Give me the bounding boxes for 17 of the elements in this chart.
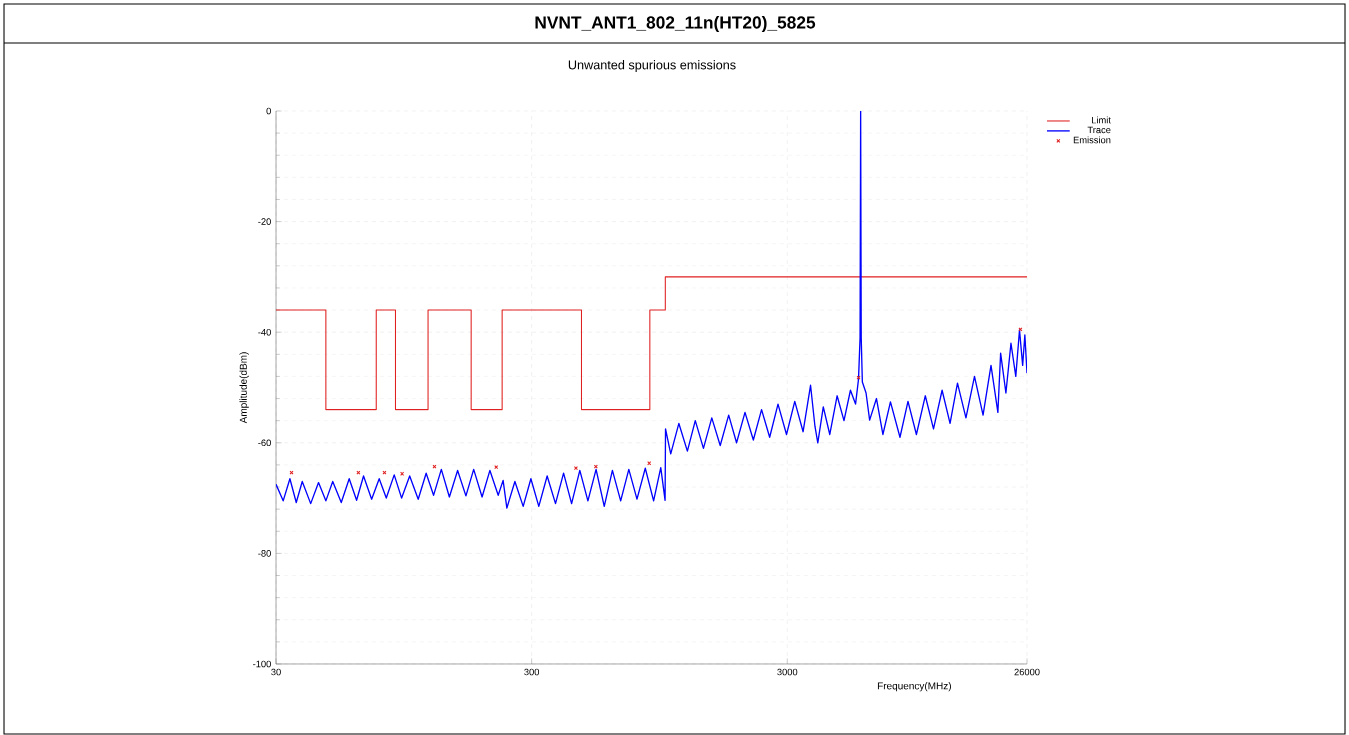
chart-subtitle: Unwanted spurious emissions [568,60,736,72]
y-tick-label: -100 [253,660,271,668]
x-tick-label: 3000 [777,668,798,676]
legend-label: Limit [1091,116,1111,124]
y-axis-title: Amplitude(dBm) [239,352,249,424]
y-tick-label: -60 [258,439,271,447]
y-tick-label: -80 [258,550,271,557]
x-tick-label: 30 [271,668,281,676]
x-tick-label: 26000 [1014,668,1040,676]
y-tick-label: -40 [258,328,271,336]
x-axis-title: Frequency(MHz) [877,682,951,692]
legend-label: Trace [1087,126,1111,134]
y-tick-label: 0 [266,107,271,115]
y-tick-label: -20 [258,218,271,225]
x-tick-label: 300 [524,668,540,676]
chart-title: NVNT_ANT1_802_11n(HT20)_5825 [535,15,816,33]
legend-label: Emission [1073,136,1111,144]
